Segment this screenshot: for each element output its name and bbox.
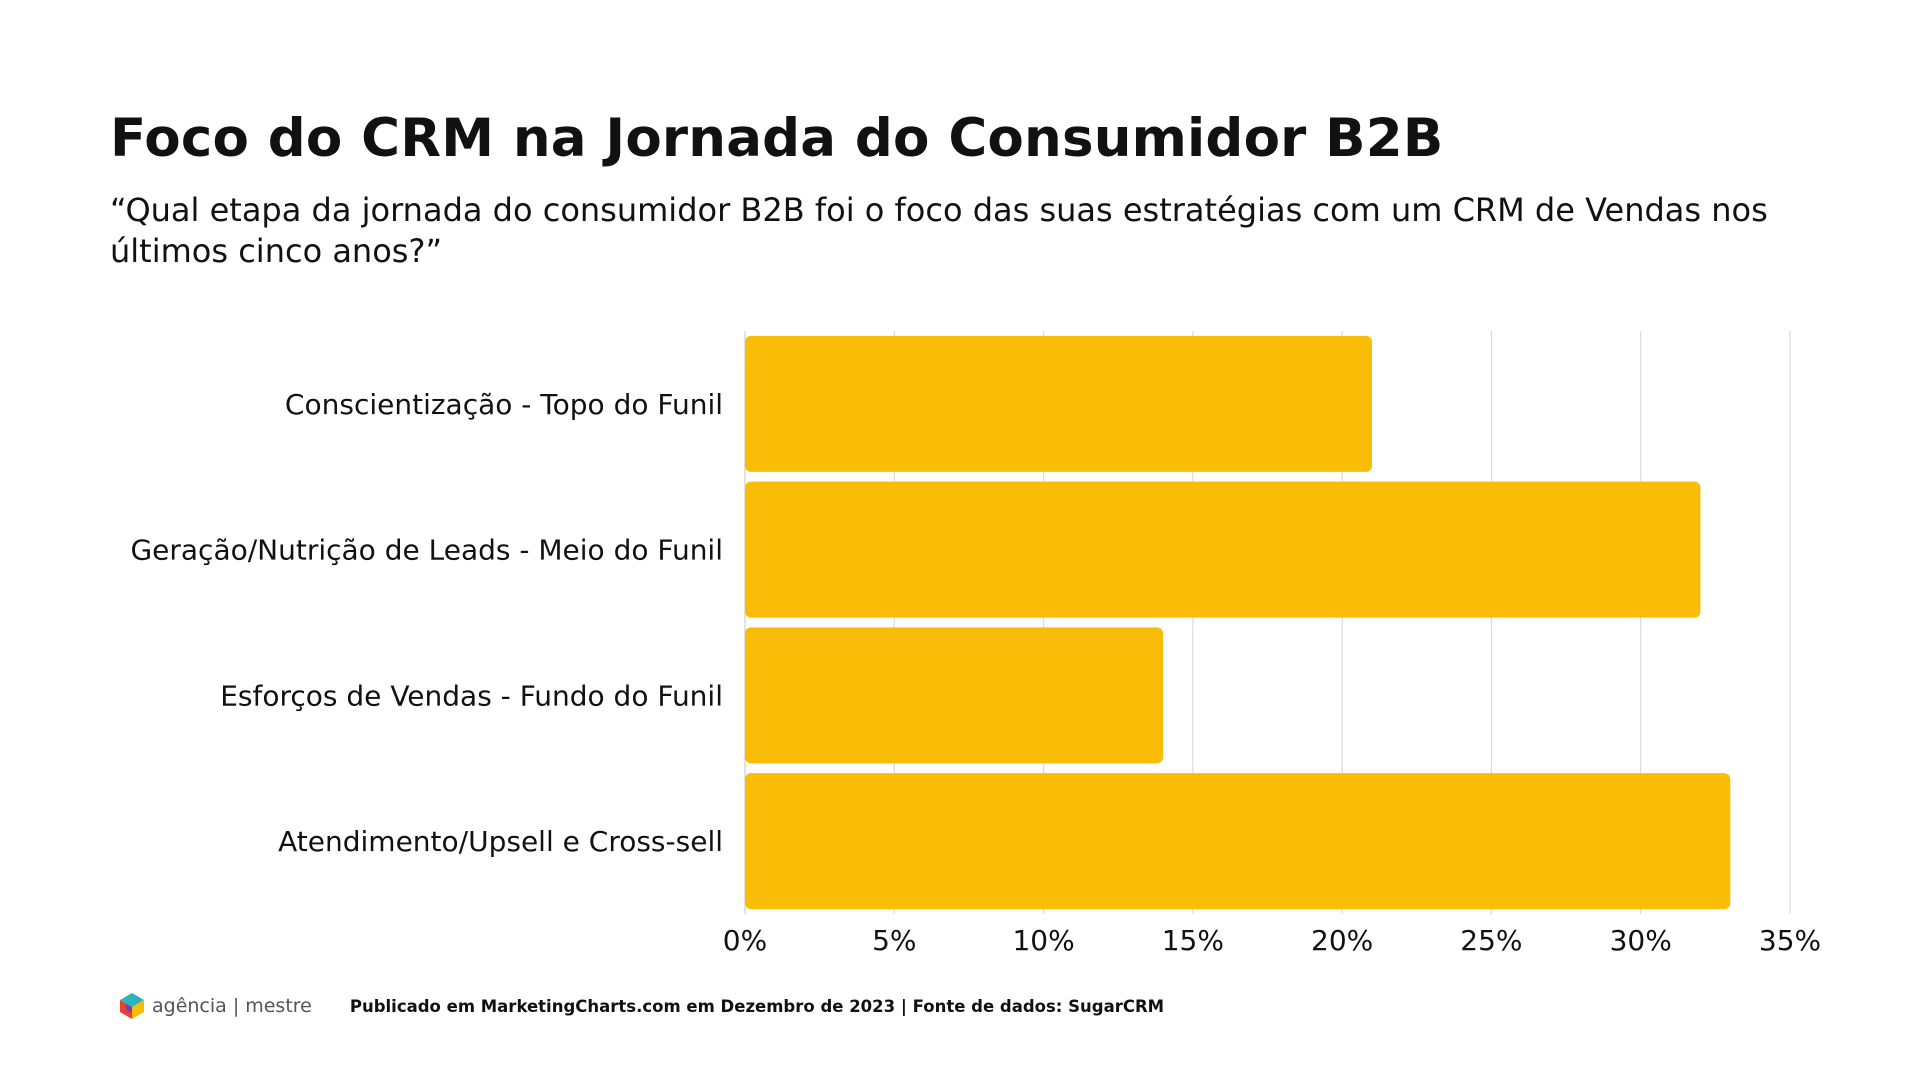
x-tick-label: 0% (723, 924, 767, 957)
category-label: Geração/Nutrição de Leads - Meio do Funi… (130, 534, 723, 567)
x-tick-label: 35% (1759, 924, 1821, 957)
x-tick-label: 10% (1012, 924, 1074, 957)
category-label: Esforços de Vendas - Fundo do Funil (220, 679, 723, 712)
category-labels: Conscientização - Topo do Funil Geração/N… (130, 388, 723, 858)
chart-subtitle: “Qual etapa da jornada do consumidor B2B… (110, 191, 1768, 270)
logo-separator: | (232, 995, 240, 1017)
bar-4 (745, 773, 1731, 910)
bar-3 (745, 627, 1163, 764)
bar-chart: Conscientização - Topo do Funil Geração/N… (130, 331, 1821, 957)
x-tick-label: 5% (872, 924, 916, 957)
bars (745, 335, 1731, 910)
category-label: Atendimento/Upsell e Cross-sell (278, 825, 723, 858)
logo-text-right: mestre (245, 995, 312, 1017)
category-label: Conscientização - Topo do Funil (285, 388, 723, 421)
x-tick-label: 30% (1610, 924, 1672, 957)
x-tick-label: 25% (1460, 924, 1522, 957)
bar-1 (745, 335, 1372, 472)
footer: agência | mestre Publicado em MarketingCha… (118, 990, 1164, 1022)
logo-text-left: agência (152, 995, 227, 1017)
x-tick-label: 20% (1311, 924, 1373, 957)
logo-cube-icon (120, 993, 144, 1019)
agency-logo: agência | mestre (118, 991, 312, 1021)
source-note: Publicado em MarketingCharts.com em Deze… (349, 996, 1165, 1016)
x-tick-labels: 0% 5% 10% 15% 20% 25% 30% 35% (723, 924, 1821, 957)
x-tick-label: 15% (1162, 924, 1224, 957)
chart-title: Foco do CRM na Jornada do Consumidor B2B (110, 108, 1444, 169)
bar-2 (745, 481, 1701, 618)
